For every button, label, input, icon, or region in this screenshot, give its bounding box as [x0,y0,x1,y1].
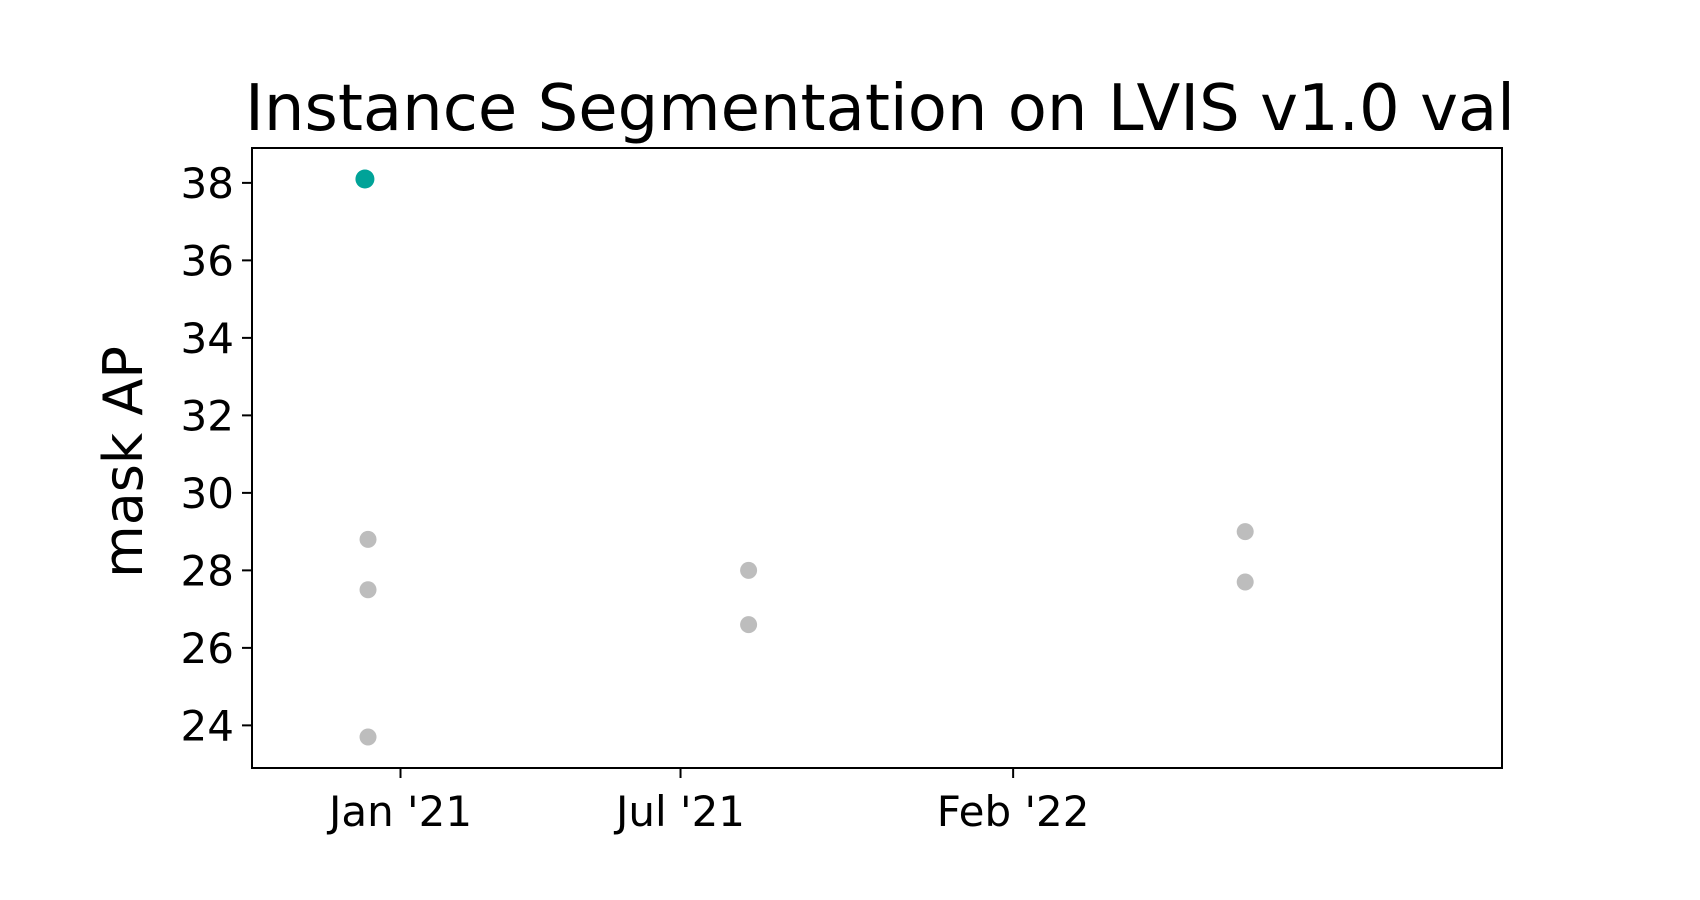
y-tick-label: 28 [181,546,234,595]
data-point [740,561,758,579]
data-point [359,530,377,548]
chart-title: Instance Segmentation on LVIS v1.0 val [245,72,1515,146]
y-tick-label: 34 [181,314,234,363]
y-tick-label: 26 [181,624,234,673]
data-point [1236,573,1254,591]
y-tick-label: 38 [181,159,234,208]
data-point-highlight [355,169,375,189]
x-tick-label: Feb '22 [937,787,1090,836]
y-tick-label: 24 [181,701,234,750]
x-tick-label: Jan '21 [326,787,472,836]
x-tick-label: Jul '21 [613,787,745,836]
y-axis-label: mask AP [92,346,155,578]
y-tick-label: 36 [181,236,234,285]
data-point [740,616,758,634]
data-point [1236,523,1254,541]
plot-area: 24 26 28 30 32 34 36 38 Jan '21 Jul '21 Feb '22 [181,147,1503,836]
data-point [359,728,377,746]
y-tick-label: 30 [181,469,234,518]
plot-frame [251,147,1503,769]
data-point [359,581,377,599]
y-tick-label: 32 [181,391,234,440]
